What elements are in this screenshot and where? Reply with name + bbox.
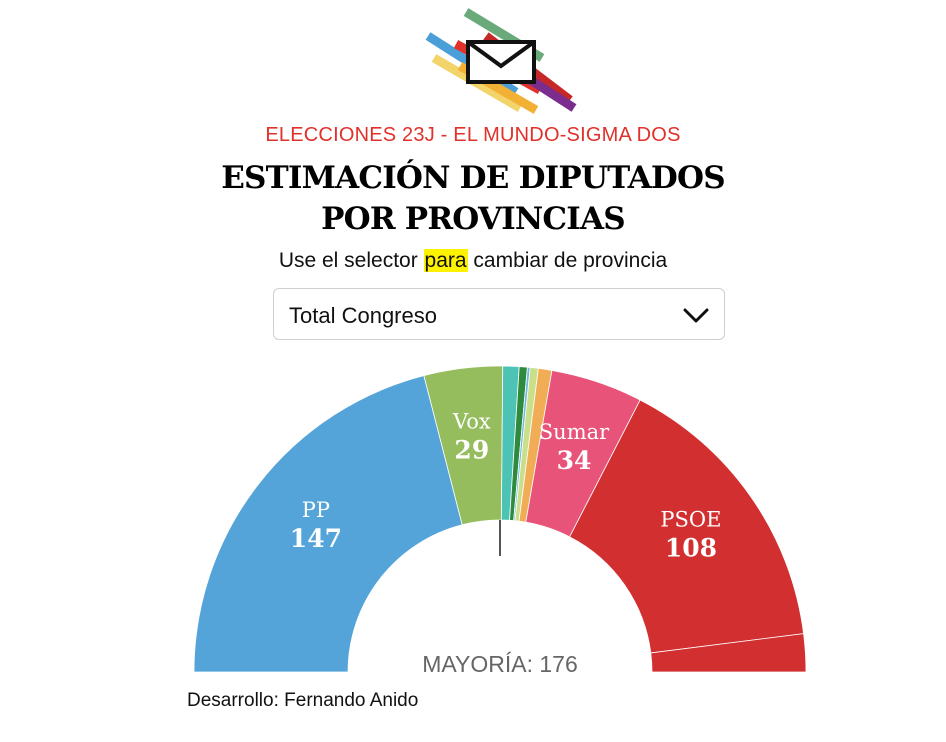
province-selector[interactable]: Total Congreso bbox=[273, 288, 725, 340]
majority-label: MAYORÍA: 176 bbox=[422, 651, 578, 677]
party-name-label: Sumar bbox=[539, 420, 610, 444]
subtitle-highlight: para bbox=[423, 249, 468, 272]
party-seats-label: 108 bbox=[665, 533, 717, 562]
seat-arcs bbox=[193, 365, 807, 673]
province-selector-value: Total Congreso bbox=[289, 303, 437, 328]
kicker: ELECCIONES 23J - EL MUNDO-SIGMA DOS bbox=[265, 124, 681, 146]
page-title: ESTIMACIÓN DE DIPUTADOS POR PROVINCIAS bbox=[0, 158, 946, 240]
party-name-label: PSOE bbox=[660, 507, 721, 531]
party-seats-label: 29 bbox=[454, 436, 489, 465]
party-name-label: PP bbox=[302, 498, 330, 522]
credit: Desarrollo: Fernando Anido bbox=[187, 690, 419, 711]
subtitle: Use el selector para cambiar de provinci… bbox=[0, 249, 946, 273]
subtitle-text-after: cambiar de provincia bbox=[467, 249, 668, 272]
title-line-2: POR PROVINCIAS bbox=[321, 201, 626, 237]
envelope-icon bbox=[466, 40, 536, 84]
ballot-envelope-icon bbox=[425, 8, 577, 114]
party-name-label: Vox bbox=[452, 410, 491, 434]
party-seats-label: 147 bbox=[290, 524, 342, 553]
seat-arc bbox=[650, 633, 807, 673]
party-seats-label: 34 bbox=[557, 446, 592, 475]
chevron-down-icon bbox=[683, 308, 709, 323]
seat-arc-pp bbox=[193, 375, 463, 673]
subtitle-text-before: Use el selector bbox=[278, 249, 424, 272]
seat-arc-psoe bbox=[569, 399, 805, 654]
title-line-1: ESTIMACIÓN DE DIPUTADOS bbox=[221, 160, 725, 196]
